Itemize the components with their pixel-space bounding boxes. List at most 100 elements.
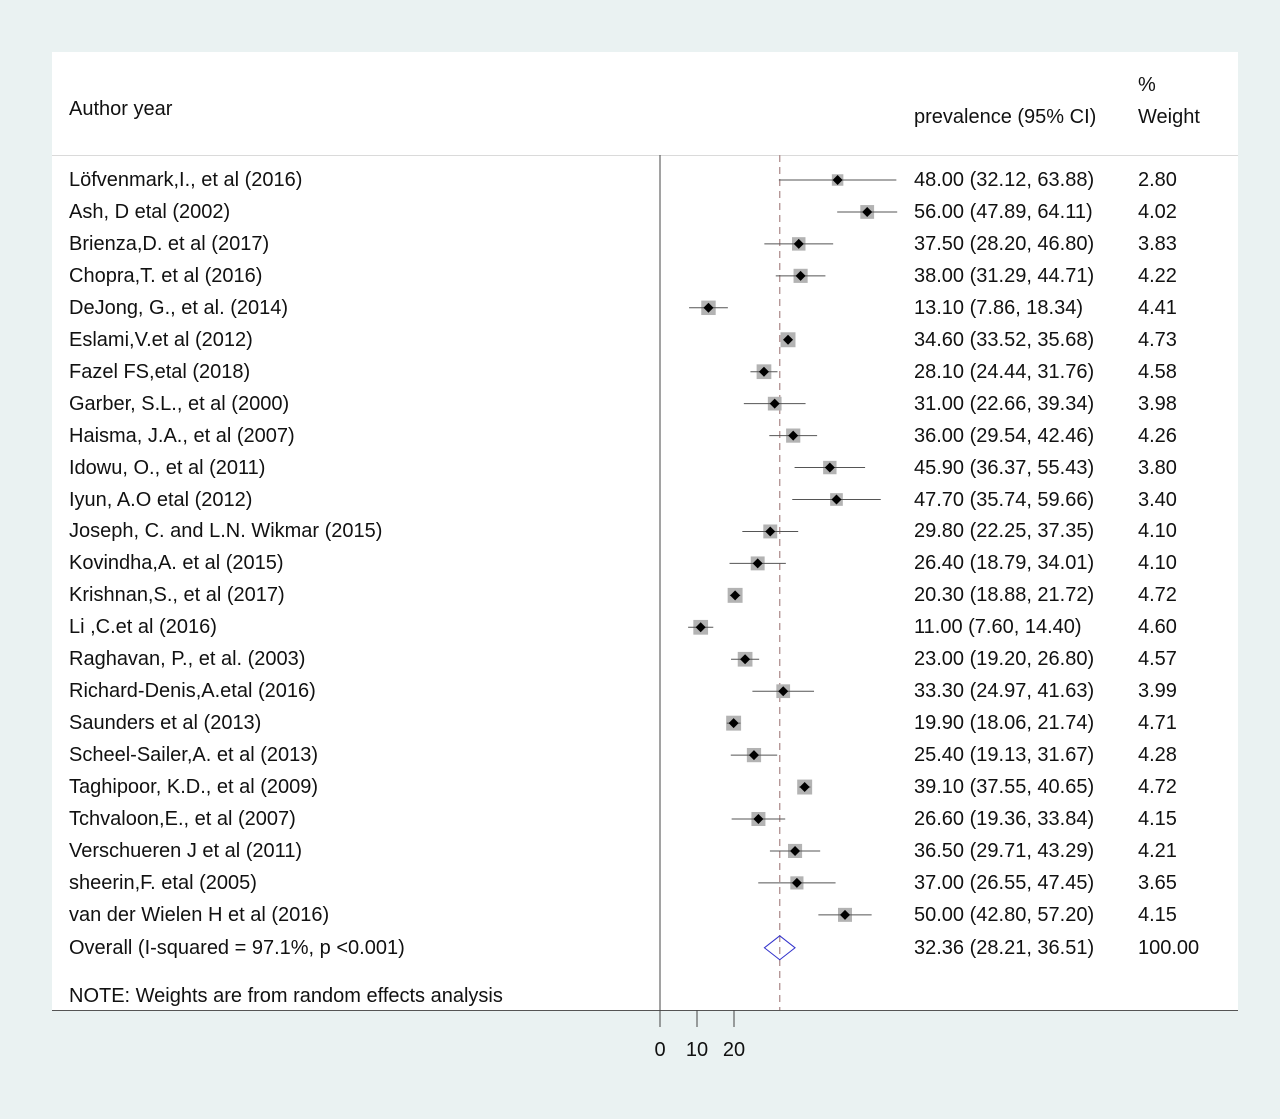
study-weight: 4.22 <box>1138 264 1177 287</box>
study-ci-text: 20.30 (18.88, 21.72) <box>914 584 1095 607</box>
study-label: Li ,C.et al (2016) <box>69 616 217 639</box>
header-divider <box>52 155 1238 156</box>
study-ci-text: 37.50 (28.20, 46.80) <box>914 232 1095 255</box>
study-label: Idowu, O., et al (2011) <box>69 456 266 479</box>
point-estimate <box>788 430 799 441</box>
study-ci-text: 56.00 (47.89, 64.11) <box>914 200 1093 223</box>
point-estimate <box>765 526 776 537</box>
overall-label: Overall (I-squared = 97.1%, p <0.001) <box>69 936 405 959</box>
study-label: DeJong, G., et al. (2014) <box>69 296 289 319</box>
point-estimate <box>824 462 835 473</box>
point-estimate <box>840 909 850 920</box>
study-label: Eslami,V.et al (2012) <box>69 328 253 351</box>
point-estimate <box>695 622 706 633</box>
point-estimate <box>778 686 789 697</box>
study-ci-text: 38.00 (31.29, 44.71) <box>914 264 1095 287</box>
point-estimate <box>740 654 751 665</box>
study-weight: 3.99 <box>1138 680 1177 703</box>
study-label: Richard-Denis,A.etal (2016) <box>69 680 316 703</box>
study-label: Tchvaloon,E., et al (2007) <box>69 808 296 830</box>
study-label: Fazel FS,etal (2018) <box>69 360 251 383</box>
study-weight: 4.21 <box>1138 839 1177 862</box>
effect-column-header: prevalence (95% CI) <box>914 106 1097 128</box>
study-weight: 3.98 <box>1138 392 1177 415</box>
point-estimate <box>862 206 873 217</box>
study-ci-text: 11.00 (7.60, 14.40) <box>914 616 1082 639</box>
study-label: Joseph, C. and L.N. Wikmar (2015) <box>69 520 383 543</box>
study-weight: 4.72 <box>1138 584 1177 607</box>
study-ci-text: 48.00 (32.12, 63.88) <box>914 169 1095 191</box>
plot-bottom-border <box>52 1010 1238 1011</box>
study-label: Ash, D etal (2002) <box>69 200 231 223</box>
study-ci-text: 36.50 (29.71, 43.29) <box>914 839 1095 862</box>
overall-weight: 100.00 <box>1138 936 1200 959</box>
point-estimate <box>793 238 804 249</box>
study-ci-text: 26.40 (18.79, 34.01) <box>914 552 1095 575</box>
point-estimate <box>790 845 801 856</box>
study-weight: 4.10 <box>1138 552 1177 575</box>
study-label: sheerin,F. etal (2005) <box>69 871 257 894</box>
study-ci-text: 29.80 (22.25, 37.35) <box>914 520 1095 543</box>
study-weight: 4.15 <box>1138 808 1177 830</box>
study-label: Chopra,T. et al (2016) <box>69 264 263 287</box>
study-column-header: Author year <box>69 98 173 120</box>
study-ci-text: 50.00 (42.80, 57.20) <box>914 903 1095 926</box>
point-estimate <box>832 175 843 185</box>
point-estimate <box>752 558 763 569</box>
study-weight: 4.02 <box>1138 200 1177 223</box>
study-weight: 4.71 <box>1138 712 1177 735</box>
point-estimate <box>703 302 714 313</box>
study-ci-text: 26.60 (19.36, 33.84) <box>914 808 1095 830</box>
study-weight: 4.60 <box>1138 616 1177 639</box>
study-weight: 4.72 <box>1138 776 1177 799</box>
study-weight: 3.65 <box>1138 871 1177 894</box>
study-ci-text: 28.10 (24.44, 31.76) <box>914 360 1095 383</box>
point-estimate <box>748 750 759 761</box>
weights-note: NOTE: Weights are from random effects an… <box>69 985 503 1007</box>
study-label: Krishnan,S., et al (2017) <box>69 584 285 607</box>
study-label: Kovindha,A. et al (2015) <box>69 552 284 575</box>
study-weight: 4.26 <box>1138 424 1177 447</box>
study-ci-text: 19.90 (18.06, 21.74) <box>914 712 1095 735</box>
study-label: Brienza,D. et al (2017) <box>69 232 270 255</box>
overall-diamond <box>763 935 796 961</box>
study-label: Iyun, A.O etal (2012) <box>69 488 253 511</box>
study-ci-text: 31.00 (22.66, 39.34) <box>914 392 1095 415</box>
x-tick-label: 0 <box>654 1039 665 1061</box>
study-weight: 4.28 <box>1138 744 1177 767</box>
study-ci-text: 45.90 (36.37, 55.43) <box>914 456 1095 479</box>
point-estimate <box>758 366 769 377</box>
study-weight: 4.41 <box>1138 296 1177 319</box>
point-estimate <box>791 877 802 888</box>
point-estimate <box>799 782 810 793</box>
study-ci-text: 33.30 (24.97, 41.63) <box>914 680 1095 703</box>
study-label: Löfvenmark,I., et al (2016) <box>69 169 303 191</box>
study-ci-text: 34.60 (33.52, 35.68) <box>914 328 1095 351</box>
study-weight: 4.57 <box>1138 648 1177 671</box>
study-ci-text: 23.00 (19.20, 26.80) <box>914 648 1095 671</box>
study-ci-text: 39.10 (37.55, 40.65) <box>914 776 1095 799</box>
overall-ci-text: 32.36 (28.21, 36.51) <box>914 936 1095 959</box>
study-weight: 4.15 <box>1138 903 1177 926</box>
point-estimate <box>783 334 794 345</box>
study-label: Scheel-Sailer,A. et al (2013) <box>69 744 319 767</box>
point-estimate <box>831 494 842 505</box>
point-estimate <box>753 814 764 824</box>
point-estimate <box>769 398 780 409</box>
study-weight: 2.80 <box>1138 169 1177 191</box>
study-weight: 3.40 <box>1138 488 1177 511</box>
study-label: Haisma, J.A., et al (2007) <box>69 424 295 447</box>
study-ci-text: 47.70 (35.74, 59.66) <box>914 488 1095 511</box>
study-label: Raghavan, P., et al. (2003) <box>69 648 306 671</box>
study-label: Garber, S.L., et al (2000) <box>69 392 290 415</box>
point-estimate <box>795 270 806 281</box>
study-ci-text: 36.00 (29.54, 42.46) <box>914 424 1095 447</box>
point-estimate <box>728 718 739 729</box>
weight-header-percent: % <box>1138 74 1156 96</box>
study-weight: 3.83 <box>1138 232 1177 255</box>
study-weight: 4.58 <box>1138 360 1177 383</box>
weight-column-header: Weight <box>1138 106 1200 128</box>
study-ci-text: 13.10 (7.86, 18.34) <box>914 296 1084 319</box>
study-label: Saunders et al (2013) <box>69 712 262 735</box>
